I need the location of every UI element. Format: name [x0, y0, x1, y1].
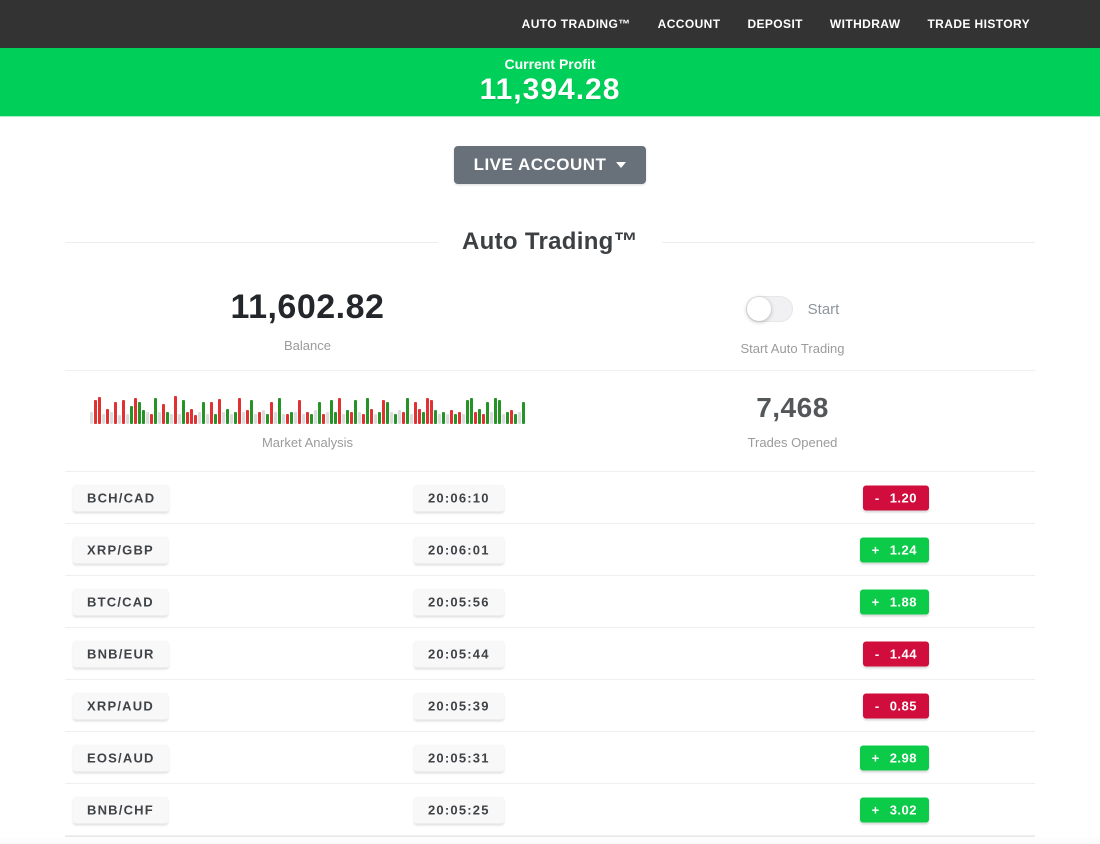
trade-pair-badge: BTC/CAD: [73, 588, 168, 615]
start-auto-trading-caption: Start Auto Trading: [740, 341, 845, 356]
trade-time-badge: 20:05:39: [414, 692, 504, 719]
trade-pair-badge: EOS/AUD: [73, 744, 169, 771]
trade-pair-badge: BCH/CAD: [73, 484, 170, 511]
auto-trading-block: Start Start Auto Trading: [550, 288, 1035, 356]
balance-block: 11,602.82 Balance: [65, 288, 550, 356]
stats-row-top: 11,602.82 Balance Start Start Auto Tradi…: [65, 256, 1035, 371]
trade-change-badge: +2.98: [859, 745, 929, 770]
trade-time-badge: 20:05:25: [414, 796, 504, 823]
page-footer: [0, 836, 1100, 844]
trade-row: XRP/AUD 20:05:39 -0.85: [65, 680, 1035, 732]
page-title: Auto Trading™: [65, 228, 1035, 256]
trade-pair-badge: BNB/CHF: [73, 796, 168, 823]
live-account-label: LIVE ACCOUNT: [473, 155, 607, 174]
trade-time-badge: 20:06:10: [414, 484, 504, 511]
start-auto-trading-toggle[interactable]: [745, 296, 793, 322]
trade-time-badge: 20:05:56: [414, 588, 504, 615]
current-profit-label: Current Profit: [504, 56, 596, 72]
trades-opened-label: Trades Opened: [747, 435, 838, 450]
trade-pair-badge: BNB/EUR: [73, 640, 169, 667]
trade-row: BNB/CHF 20:05:25 +3.02: [65, 784, 1035, 836]
trade-time-badge: 20:06:01: [414, 536, 504, 563]
market-analysis-block: Market Analysis: [65, 390, 550, 471]
trade-list: BCH/CAD 20:06:10 -1.20 XRP/GBP 20:06:01 …: [65, 471, 1035, 836]
balance-value: 11,602.82: [230, 288, 385, 326]
current-profit-value: 11,394.28: [479, 73, 621, 106]
current-profit-banner: Current Profit 11,394.28: [0, 48, 1100, 116]
nav-item-deposit[interactable]: DEPOSIT: [747, 17, 803, 31]
nav-item-withdraw[interactable]: WITHDRAW: [829, 17, 901, 31]
chevron-down-icon: [616, 162, 627, 168]
top-navbar: AUTO TRADING™ ACCOUNT DEPOSIT WITHDRAW T…: [0, 0, 1100, 48]
trade-row: EOS/AUD 20:05:31 +2.98: [65, 732, 1035, 784]
trade-change-badge: -1.20: [862, 485, 929, 510]
trade-row: BCH/CAD 20:06:10 -1.20: [65, 472, 1035, 524]
market-analysis-label: Market Analysis: [261, 435, 354, 450]
nav-item-account[interactable]: ACCOUNT: [657, 17, 721, 31]
trade-row: XRP/GBP 20:06:01 +1.24: [65, 524, 1035, 576]
trades-opened-block: 7,468 Trades Opened: [550, 390, 1035, 471]
trade-change-badge: +1.24: [859, 537, 929, 562]
trade-row: BNB/EUR 20:05:44 -1.44: [65, 628, 1035, 680]
market-analysis-bars: [90, 396, 525, 424]
trade-change-badge: -0.85: [862, 693, 929, 718]
trade-time-badge: 20:05:44: [414, 640, 504, 667]
toggle-knob[interactable]: [746, 297, 771, 321]
trade-change-badge: +1.88: [859, 589, 929, 614]
trade-pair-badge: XRP/AUD: [73, 692, 168, 719]
nav-item-trade-history[interactable]: TRADE HISTORY: [927, 17, 1030, 31]
trade-pair-badge: XRP/GBP: [73, 536, 168, 563]
account-selector-row: LIVE ACCOUNT: [0, 146, 1100, 184]
live-account-dropdown-button[interactable]: LIVE ACCOUNT: [453, 146, 647, 184]
trade-row: BTC/CAD 20:05:56 +1.88: [65, 576, 1035, 628]
trades-opened-value: 7,468: [756, 392, 829, 423]
trade-time-badge: 20:05:31: [414, 744, 504, 771]
trade-change-badge: +3.02: [859, 797, 929, 822]
stats-row-bottom: Market Analysis 7,468 Trades Opened: [65, 371, 1035, 471]
toggle-start-label: Start: [807, 300, 840, 318]
balance-label: Balance: [284, 338, 331, 353]
nav-item-auto-trading[interactable]: AUTO TRADING™: [521, 17, 631, 31]
trade-change-badge: -1.44: [862, 641, 929, 666]
